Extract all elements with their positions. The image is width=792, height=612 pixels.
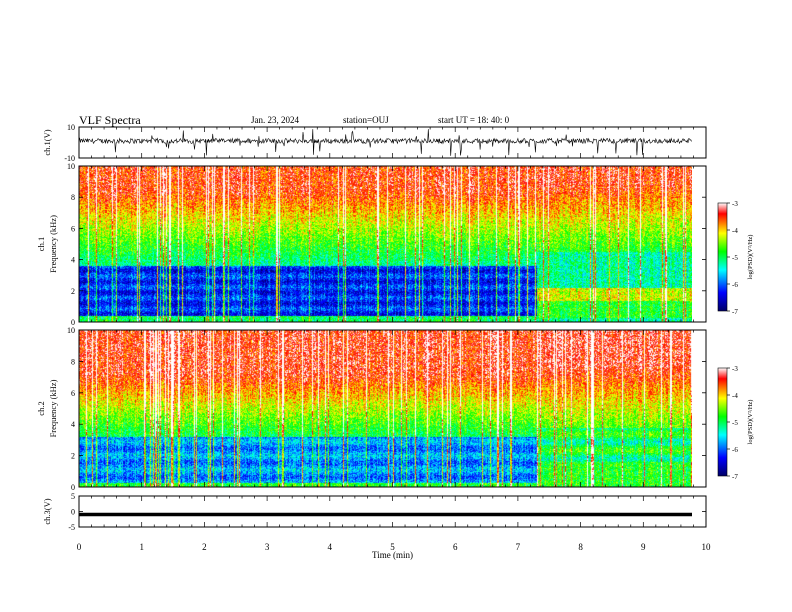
- ytick-label-top: -10: [64, 154, 75, 163]
- ytick-label-ch1: 6: [71, 224, 75, 233]
- xtick-label: 7: [516, 542, 521, 552]
- ytick-label-ch2: 4: [71, 420, 75, 429]
- spectrogram-ch1: [79, 166, 692, 322]
- xtick-label: 8: [578, 542, 583, 552]
- xtick-label: 2: [202, 542, 207, 552]
- ylabel-bot: ch.3(V): [42, 498, 52, 524]
- colorbar-tick-label-ch1: -6: [732, 281, 738, 289]
- xtick-label: 10: [702, 542, 712, 552]
- xtick-label: 1: [139, 542, 144, 552]
- colorbar-label-ch1: log(PSD)(V²/Hz): [747, 235, 754, 280]
- colorbar-label-ch2: log(PSD)(V²/Hz): [747, 400, 754, 445]
- colorbar-tick-label-ch2: -6: [732, 446, 738, 454]
- ytick-label-ch2: 2: [71, 452, 75, 461]
- colorbar-tick-label-ch1: -3: [732, 200, 738, 208]
- chart-title: VLF Spectra: [79, 113, 141, 127]
- colorbar-tick-label-ch2: -5: [732, 419, 738, 427]
- ytick-label-ch1: 10: [67, 162, 75, 171]
- colorbar-tick-label-ch2: -7: [732, 473, 738, 481]
- spectrogram-ch2: [79, 330, 692, 487]
- waveform-ch1: [78, 129, 692, 156]
- colorbar-ch2: [717, 367, 728, 477]
- ylabel-ch1: Frequency (kHz): [48, 215, 58, 273]
- xtick-label: 0: [77, 542, 82, 552]
- ytick-label-bot: -5: [68, 523, 75, 532]
- ytick-label-bot: 0: [71, 508, 75, 517]
- ytick-label-ch2: 10: [67, 326, 75, 335]
- colorbar-ch1: [717, 202, 728, 312]
- colorbar-tick-label-ch1: -7: [732, 308, 738, 316]
- xtick-label: 4: [328, 542, 333, 552]
- ytick-label-ch2: 8: [71, 357, 75, 366]
- ytick-label-ch1: 8: [71, 193, 75, 202]
- ytick-label-ch1: 4: [71, 256, 75, 265]
- xtick-label: 6: [453, 542, 458, 552]
- xaxis-label: Time (min): [372, 550, 413, 560]
- xtick-label: 9: [641, 542, 646, 552]
- ytick-label-bot: 5: [71, 492, 75, 501]
- ylabel-ch1: ch.1: [36, 237, 46, 251]
- ytick-label-ch1: 0: [71, 318, 75, 327]
- colorbar-tick-label-ch2: -3: [732, 365, 738, 373]
- xtick-label: 3: [265, 542, 270, 552]
- xtick-label: 5: [390, 542, 395, 552]
- ytick-label-ch2: 6: [71, 389, 75, 398]
- ytick-label-top: 10: [67, 123, 75, 132]
- colorbar-tick-label-ch1: -5: [732, 254, 738, 262]
- station-label: station=OUJ: [343, 115, 389, 125]
- colorbar-tick-label-ch1: -4: [732, 227, 738, 235]
- ylabel-top: ch.1(V): [42, 129, 52, 155]
- colorbar-tick-label-ch2: -4: [732, 392, 738, 400]
- ylabel-ch2: Frequency (kHz): [48, 379, 58, 437]
- ytick-label-ch2: 0: [71, 483, 75, 492]
- start-time-label: start UT = 18: 40: 0: [438, 115, 510, 125]
- date-label: Jan. 23, 2024: [251, 115, 299, 125]
- ytick-label-ch1: 2: [71, 287, 75, 296]
- ylabel-ch2: ch.2: [36, 401, 46, 415]
